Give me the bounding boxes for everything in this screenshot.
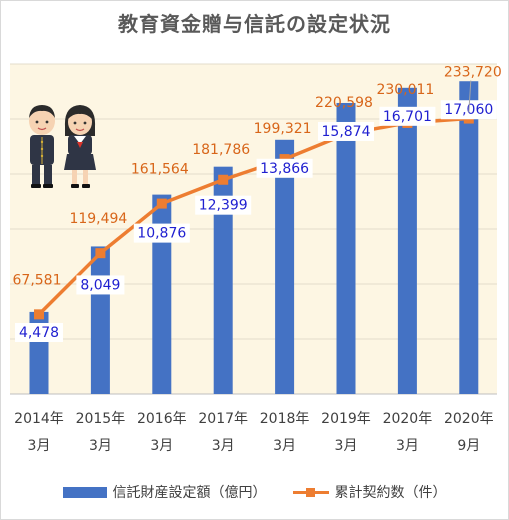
x-tick-label: 3月: [396, 438, 419, 454]
bar: [397, 87, 417, 394]
bar: [213, 166, 233, 394]
x-tick-label: 2014年: [14, 411, 64, 427]
bar-label-box: [195, 195, 252, 215]
line-data-label: 181,786: [192, 142, 250, 158]
bar-data-label: 13,866: [260, 161, 309, 177]
legend-item-bar: 信託財産設定額（億円）: [62, 482, 267, 502]
line-data-label: 220,598: [315, 95, 373, 111]
bar-data-label: 16,701: [383, 109, 432, 125]
bar: [152, 194, 172, 394]
bar-label-box: [76, 275, 125, 295]
x-tick-label: 2019年: [321, 411, 371, 427]
bar-data-label: 12,399: [199, 198, 248, 214]
legend-line-swatch: [292, 487, 329, 498]
x-tick-label: 2016年: [137, 411, 187, 427]
line-data-label: 199,321: [254, 121, 312, 137]
bar: [336, 102, 356, 394]
legend: 信託財産設定額（億円） 累計契約数（件）: [0, 482, 509, 502]
legend-bar-swatch: [62, 486, 107, 498]
x-tick-label: 3月: [89, 438, 112, 454]
x-axis-tick-labels: 2014年 3月 2015年 3月 2016年 3月 2017年 3月 2018年 3月 2019年…: [14, 411, 493, 454]
leader-line: [468, 80, 472, 113]
bar-data-label: 15,874: [322, 124, 371, 140]
x-tick-label: 2020年: [444, 411, 494, 427]
bar: [90, 246, 110, 394]
bar-label-box: [318, 121, 374, 141]
line-marker: [156, 198, 167, 209]
legend-item-line: 累計契約数（件）: [292, 482, 447, 502]
bar-data-labels: 4,478 8,049 10,876 12,399 13,866 15,874 16,701…: [15, 100, 497, 342]
line-data-labels: 67,581 119,494 161,564181,786199,321220,59…: [13, 65, 502, 289]
students-illustration-icon: [29, 105, 96, 188]
bar-label-box: [15, 323, 63, 342]
bar-data-label: 4,478: [19, 325, 59, 341]
line-data-label: 119,494: [69, 211, 127, 227]
line-marker: [34, 309, 44, 320]
x-tick-label: 3月: [150, 438, 173, 454]
x-tick-label: 9月: [457, 438, 480, 454]
bar: [275, 139, 295, 394]
line-data-label: 67,581: [13, 272, 62, 288]
bar-data-label: 10,876: [137, 226, 186, 242]
bar-label-box: [379, 106, 436, 126]
line-marker: [218, 174, 229, 185]
bar-data-label: 8,049: [80, 277, 120, 293]
legend-label-bar: 信託財産設定額（億円）: [112, 485, 267, 501]
line-data-label: 230,011: [376, 82, 434, 98]
x-tick-label: 3月: [335, 438, 358, 454]
bar-label-box: [133, 223, 190, 243]
line-marker: [95, 248, 106, 259]
legend-label-line: 累計契約数（件）: [334, 485, 447, 501]
x-tick-label: 3月: [28, 438, 51, 454]
bar: [459, 81, 479, 394]
x-tick-label: 2017年: [198, 411, 248, 427]
x-tick-label: 2015年: [76, 411, 126, 427]
line-data-label: 161,564: [131, 162, 189, 178]
x-tick-label: 3月: [273, 438, 296, 454]
chart-title: 教育資金贈与信託の設定状況: [118, 12, 391, 36]
x-tick-label: 2018年: [260, 411, 310, 427]
bar-label-box: [256, 158, 313, 178]
line-data-label: 233,720: [444, 65, 502, 81]
x-tick-label: 2020年: [383, 411, 433, 427]
x-tick-label: 3月: [212, 438, 235, 454]
